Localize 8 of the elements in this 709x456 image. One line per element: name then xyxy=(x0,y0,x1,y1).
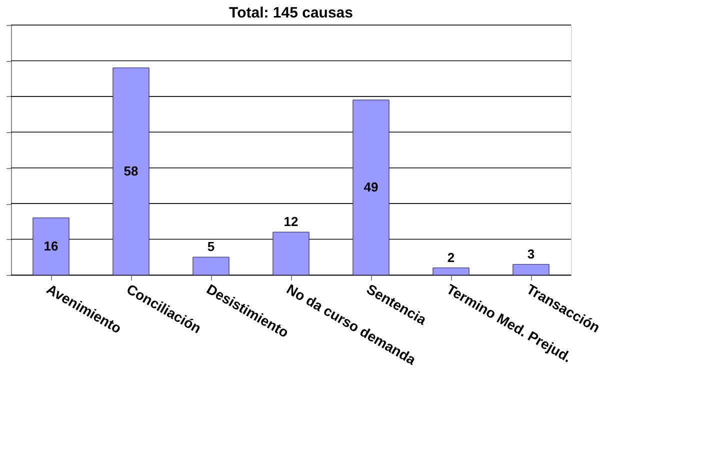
data-label: 2 xyxy=(447,250,455,265)
data-label: 49 xyxy=(364,180,378,194)
data-label: 3 xyxy=(527,246,535,262)
data-label: 5 xyxy=(207,239,215,254)
data-label: 12 xyxy=(284,214,298,230)
data-label: 58 xyxy=(124,163,138,178)
chart-title: Total: 145 causas xyxy=(229,4,353,22)
data-label: 16 xyxy=(44,238,58,254)
